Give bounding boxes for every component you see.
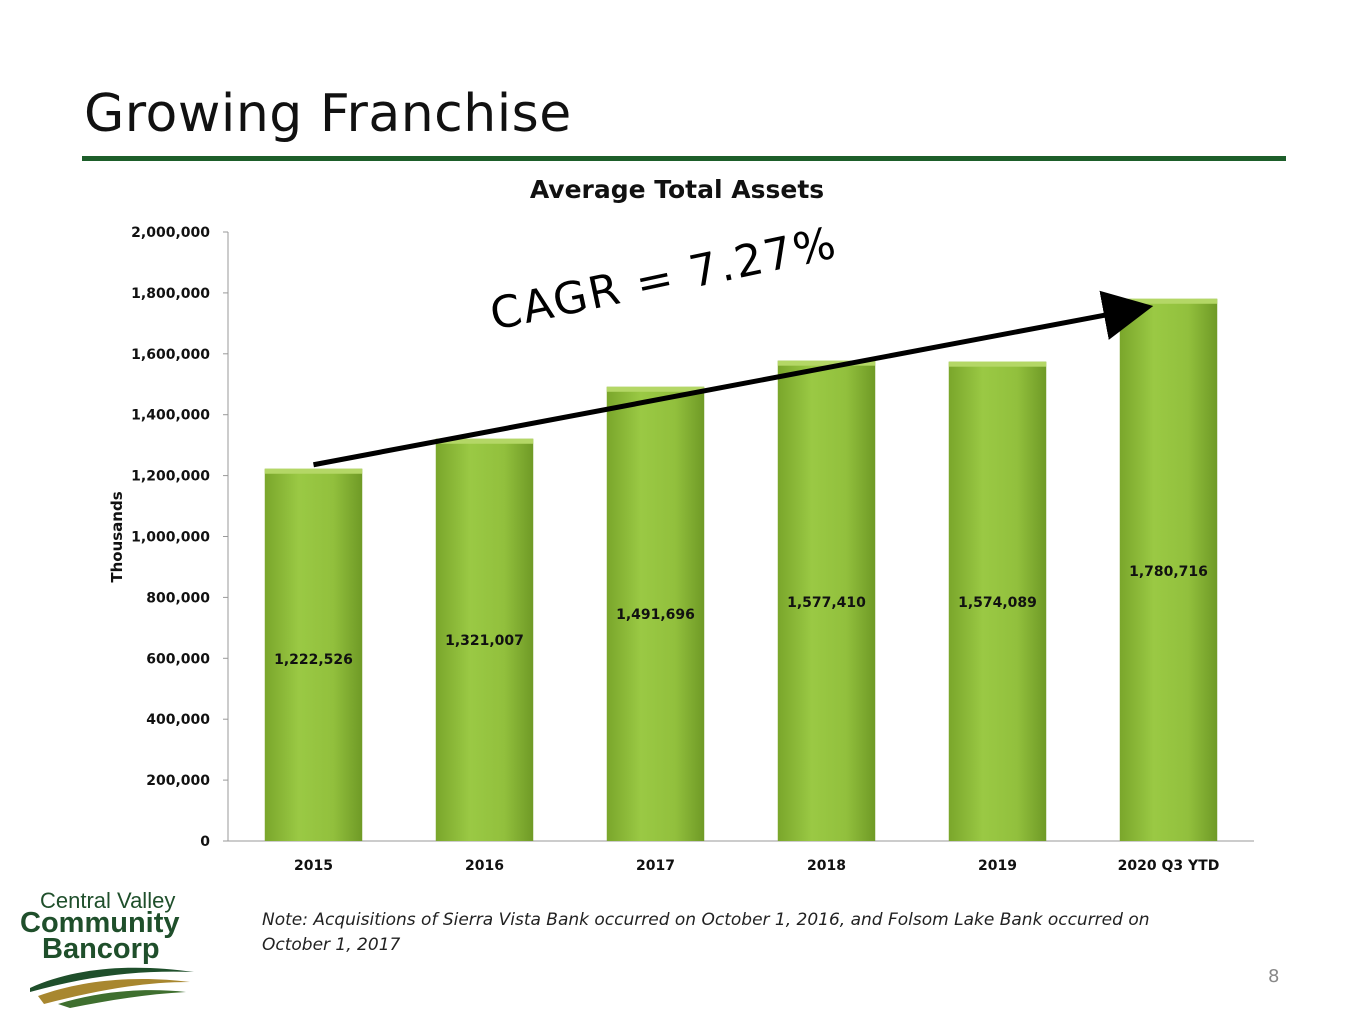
- y-tick-label: 600,000: [146, 651, 210, 667]
- cagr-arrow: [313, 290, 1154, 468]
- y-tick-label: 800,000: [146, 590, 210, 606]
- bar-top-2: [606, 386, 705, 392]
- data-label: 1,574,089: [958, 595, 1037, 611]
- bar-5: [1119, 298, 1218, 841]
- y-tick-label: 1,400,000: [131, 408, 210, 424]
- data-label: 1,780,716: [1129, 564, 1208, 580]
- x-tick-label: 2016: [465, 858, 504, 874]
- chart-title: Average Total Assets: [530, 175, 824, 204]
- company-logo: Central Valley Community Bancorp: [20, 888, 194, 1008]
- bars-group: [264, 298, 1218, 841]
- x-tick-label: 2017: [636, 858, 675, 874]
- y-axis: 0 200,000 400,000 600,000 800,000 1,000,000 1,…: [131, 225, 1254, 850]
- bar-0: [264, 468, 363, 841]
- title-rule: [82, 156, 1286, 161]
- bar-top-1: [435, 438, 534, 444]
- y-tick-label: 1,600,000: [131, 347, 210, 363]
- footnote: Note: Acquisitions of Sierra Vista Bank …: [262, 910, 1150, 955]
- bar-4: [948, 361, 1047, 841]
- page-number: 8: [1268, 966, 1280, 987]
- y-tick-label: 1,800,000: [131, 286, 210, 302]
- x-tick-label: 2015: [294, 858, 333, 874]
- value-labels: 1,222,526 1,321,007 1,491,696 1,577,410 1,57…: [274, 564, 1208, 668]
- y-tick-label: 1,000,000: [131, 530, 210, 546]
- bar-top-5: [1119, 298, 1218, 304]
- logo-line-3: Bancorp: [42, 933, 160, 965]
- y-tick-label: 2,000,000: [131, 225, 210, 241]
- bar-top-3: [777, 360, 876, 366]
- logo-swoosh-gold: [38, 978, 190, 1004]
- y-tick-label: 400,000: [146, 712, 210, 728]
- data-label: 1,222,526: [274, 652, 353, 668]
- logo-swoosh-green: [30, 967, 194, 992]
- slide-title: Growing Franchise: [84, 84, 572, 144]
- x-axis-labels: 2015 2016 2017 2018 2019 2020 Q3 YTD: [294, 858, 1219, 874]
- bar-3: [777, 360, 876, 841]
- y-axis-label: Thousands: [108, 491, 126, 582]
- bar-top-0: [264, 468, 363, 474]
- x-tick-label: 2020 Q3 YTD: [1118, 858, 1220, 874]
- cagr-annotation: CAGR = 7.27%: [486, 217, 842, 340]
- data-label: 1,321,007: [445, 633, 524, 649]
- data-label: 1,491,696: [616, 607, 695, 623]
- y-tick-label: 1,200,000: [131, 469, 210, 485]
- bar-1: [435, 438, 534, 841]
- bar-top-4: [948, 361, 1047, 367]
- bar-2: [606, 386, 705, 841]
- x-tick-label: 2018: [807, 858, 846, 874]
- logo-line-1: Central Valley: [40, 888, 175, 913]
- y-tick-label: 0: [200, 834, 210, 850]
- logo-line-2: Community: [20, 907, 180, 939]
- y-tick-label: 200,000: [146, 773, 210, 789]
- logo-swoosh-green-2: [58, 990, 186, 1008]
- x-tick-label: 2019: [978, 858, 1017, 874]
- data-label: 1,577,410: [787, 595, 866, 611]
